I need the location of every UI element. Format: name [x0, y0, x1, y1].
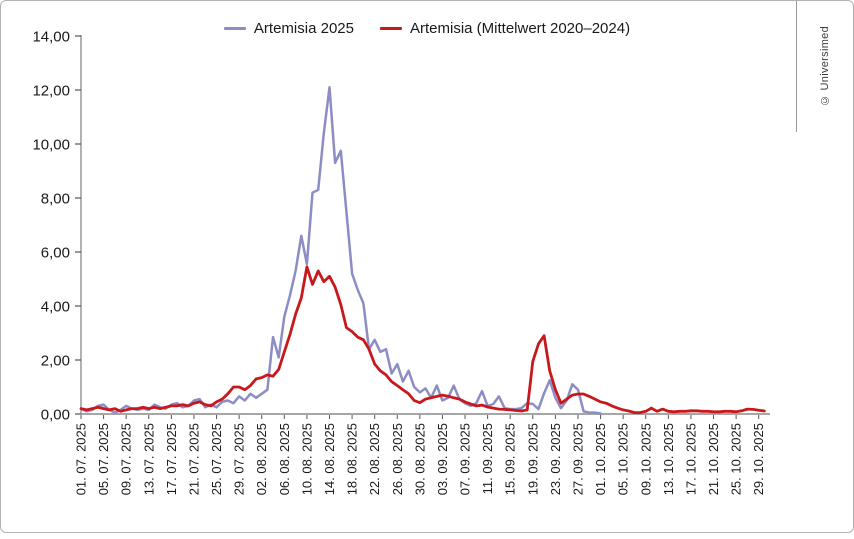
x-tick-label: 11. 09. 2025 — [480, 423, 495, 494]
x-tick-label: 17. 10. 2025 — [683, 423, 698, 495]
x-tick-label: 26. 08. 2025 — [390, 423, 405, 495]
x-tick-label: 01. 07. 2025 — [74, 423, 89, 495]
x-tick-label: 15. 09. 2025 — [503, 423, 518, 495]
copyright-text: © Universimed — [819, 26, 831, 107]
y-tick-label: 0,00 — [41, 406, 70, 423]
legend-label-artemisia-2025: Artemisia 2025 — [253, 20, 354, 37]
x-tick-label: 22. 08. 2025 — [367, 423, 382, 495]
x-tick-label: 09. 10. 2025 — [638, 423, 653, 495]
y-tick-label: 12,00 — [32, 82, 70, 99]
x-tick-label: 13. 10. 2025 — [661, 423, 676, 495]
x-tick-label: 30. 08. 2025 — [412, 423, 427, 495]
y-tick-label: 14,00 — [32, 28, 70, 45]
x-tick-label: 25. 10. 2025 — [729, 423, 744, 495]
x-tick-label: 01. 10. 2025 — [593, 423, 608, 495]
x-tick-label: 06. 08. 2025 — [277, 423, 292, 495]
x-tick-label: 13. 07. 2025 — [141, 423, 156, 495]
x-tick-label: 03. 09. 2025 — [435, 423, 450, 495]
y-tick-label: 4,00 — [41, 298, 70, 315]
y-tick-label: 2,00 — [41, 352, 70, 369]
series-line-artemisia-mittelwert — [79, 265, 766, 415]
x-tick-label: 19. 09. 2025 — [525, 423, 540, 495]
x-tick-label: 27. 09. 2025 — [570, 423, 585, 495]
x-tick-label: 21. 07. 2025 — [186, 423, 201, 495]
x-tick-label: 09. 07. 2025 — [119, 423, 134, 495]
x-tick-label: 02. 08. 2025 — [254, 423, 269, 495]
x-tick-label: 21. 10. 2025 — [706, 423, 721, 495]
x-tick-label: 07. 09. 2025 — [458, 423, 473, 495]
x-tick-label: 29. 10. 2025 — [751, 423, 766, 495]
x-tick-label: 18. 08. 2025 — [345, 423, 360, 495]
series-line-artemisia-2025 — [79, 86, 602, 415]
legend-line-sample-purple-icon — [223, 27, 246, 30]
x-tick-label: 17. 07. 2025 — [164, 423, 179, 495]
legend-item-artemisia-2025: Artemisia 2025 — [223, 20, 354, 37]
x-tick-label: 05. 07. 2025 — [96, 423, 111, 495]
legend-line-sample-red-icon — [379, 27, 402, 30]
x-tick-label: 05. 10. 2025 — [616, 423, 631, 495]
y-tick-label: 8,00 — [41, 190, 70, 207]
y-tick-label: 10,00 — [32, 136, 70, 153]
x-tick-label: 25. 07. 2025 — [209, 423, 224, 495]
copyright-strip: © Universimed — [796, 1, 853, 132]
x-tick-label: 23. 09. 2025 — [548, 423, 563, 495]
legend: Artemisia 2025 Artemisia (Mittelwert 202… — [1, 20, 853, 37]
y-tick-label: 6,00 — [41, 244, 70, 261]
x-tick-label: 29. 07. 2025 — [232, 423, 247, 495]
legend-label-artemisia-mittelwert: Artemisia (Mittelwert 2020–2024) — [409, 20, 631, 37]
x-tick-label: 10. 08. 2025 — [299, 423, 314, 495]
x-tick-label: 14. 08. 2025 — [322, 423, 337, 495]
legend-item-artemisia-mittelwert: Artemisia (Mittelwert 2020–2024) — [379, 20, 631, 37]
